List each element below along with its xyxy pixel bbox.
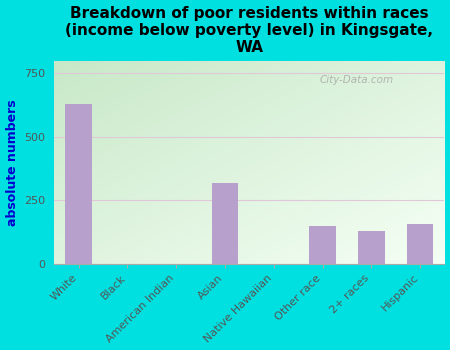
Bar bbox=[358, 231, 385, 264]
Title: Breakdown of poor residents within races
(income below poverty level) in Kingsga: Breakdown of poor residents within races… bbox=[65, 6, 433, 55]
Bar bbox=[65, 104, 92, 264]
Bar bbox=[309, 226, 336, 264]
Text: City-Data.com: City-Data.com bbox=[320, 75, 394, 85]
Y-axis label: absolute numbers: absolute numbers bbox=[5, 99, 18, 225]
Bar bbox=[407, 224, 433, 264]
Bar bbox=[212, 182, 239, 264]
